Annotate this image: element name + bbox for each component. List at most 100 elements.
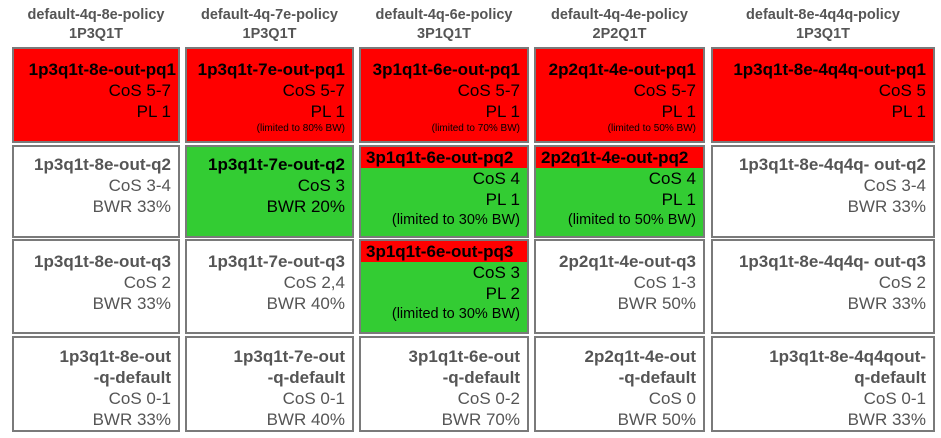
- queue-cos: CoS 0: [648, 389, 696, 408]
- queue-cos: CoS 0-1: [863, 389, 926, 408]
- queue-limit: (limited to 70% BW): [431, 123, 520, 134]
- queue-bwr: BWR 20%: [266, 197, 345, 216]
- queue-name: 1p3q1t-7e-out: [233, 347, 345, 366]
- queue-pl: PL 1: [485, 190, 520, 209]
- queue-cell-q2: 1p3q1t-7e-out-q2 CoS 3 BWR 20%: [185, 145, 354, 238]
- queue-bwr: BWR 50%: [617, 410, 696, 429]
- queue-cos: CoS 1-3: [633, 273, 696, 292]
- queue-name: 3p1q1t-6e-out-pq1: [372, 60, 520, 79]
- queue-cos: CoS 2: [878, 273, 926, 292]
- queue-cos: CoS 2,4: [283, 273, 345, 292]
- queue-cos: CoS 0-1: [282, 389, 345, 408]
- queue-cell-pq3: 3p1q1t-6e-out-pq3 CoS 3 PL 2 (limited to…: [359, 239, 529, 334]
- policy-name: default-4q-4e-policy: [551, 7, 688, 23]
- queue-name: 1p3q1t-8e-out: [59, 347, 171, 366]
- queue-name: 1p3q1t-8e-4q4qout-: [769, 347, 926, 366]
- queue-cell-q3: 2p2q1t-4e-out-q3 CoS 1-3 BWR 50%: [534, 239, 705, 334]
- queue-bwr: BWR 70%: [441, 410, 520, 429]
- queue-pl: PL 2: [485, 284, 520, 303]
- queue-cos: CoS 5-7: [457, 81, 520, 100]
- queue-cos: CoS 5-7: [633, 81, 696, 100]
- queue-bwr: BWR 33%: [847, 197, 926, 216]
- policy-header: default-8e-4q4q-policy 1P3Q1T: [711, 6, 935, 44]
- policy-header: default-4q-8e-policy 1P3Q1T: [12, 6, 180, 44]
- queue-name: 2p2q1t-4e-out: [584, 347, 696, 366]
- queue-bwr: BWR 40%: [266, 410, 345, 429]
- queue-cos: CoS 3: [297, 176, 345, 195]
- policy-type: 1P3Q1T: [796, 26, 850, 42]
- queue-name: 1p3q1t-7e-out-q2: [208, 155, 345, 174]
- queue-name-cont: -q-default: [93, 368, 171, 387]
- queue-name: 3p1q1t-6e-out: [408, 347, 520, 366]
- queue-cos: CoS 4: [472, 169, 520, 188]
- queue-cell-default: 1p3q1t-8e-out -q-default CoS 0-1 BWR 33%: [12, 336, 180, 432]
- queue-limit: (limited to 50% BW): [607, 123, 696, 134]
- queue-pl: PL 1: [485, 102, 520, 121]
- queue-cell-pq2: 2p2q1t-4e-out-pq2 CoS 4 PL 1 (limited to…: [534, 145, 705, 238]
- queue-cell-default: 1p3q1t-8e-4q4qout- q-default CoS 0-1 BWR…: [711, 336, 935, 432]
- queue-cell-pq1: 3p1q1t-6e-out-pq1 CoS 5-7 PL 1 (limited …: [359, 47, 529, 143]
- policy-header: default-4q-6e-policy 3P1Q1T: [359, 6, 529, 44]
- queue-pl: PL 1: [310, 102, 345, 121]
- queue-cell-pq1: 1p3q1t-8e-4q4q-out-pq1 CoS 5 PL 1: [711, 47, 935, 143]
- queue-cell-pq2: 3p1q1t-6e-out-pq2 CoS 4 PL 1 (limited to…: [359, 145, 529, 238]
- queue-cell-q3: 1p3q1t-8e-4q4q- out-q3 CoS 2 BWR 33%: [711, 239, 935, 334]
- queue-name: 1p3q1t-7e-out-q3: [208, 252, 345, 271]
- queue-cos: CoS 5: [878, 81, 926, 100]
- queue-bwr: BWR 33%: [847, 410, 926, 429]
- queue-cos: CoS 2: [123, 273, 171, 292]
- policy-type: 3P1Q1T: [417, 26, 471, 42]
- policy-type: 2P2Q1T: [592, 26, 647, 42]
- queue-name: 2p2q1t-4e-out-pq1: [548, 60, 696, 79]
- queue-name: 3p1q1t-6e-out-pq3: [366, 242, 514, 261]
- queue-name: 1p3q1t-8e-4q4q- out-q2: [738, 155, 926, 174]
- queue-limit: (limited to 80% BW): [256, 123, 345, 134]
- queue-limit: (limited to 30% BW): [391, 306, 520, 322]
- queue-bwr: BWR 33%: [847, 294, 926, 313]
- queue-limit: (limited to 30% BW): [391, 212, 520, 228]
- queue-name: 2p2q1t-4e-out-pq2: [541, 148, 689, 167]
- queue-cell-q2: 1p3q1t-8e-out-q2 CoS 3-4 BWR 33%: [12, 145, 180, 238]
- queue-limit: (limited to 50% BW): [567, 212, 696, 228]
- queue-cell-default: 1p3q1t-7e-out -q-default CoS 0-1 BWR 40%: [185, 336, 354, 432]
- queue-bwr: BWR 33%: [92, 410, 171, 429]
- queue-pl: PL 1: [891, 102, 926, 121]
- queue-pl: PL 1: [661, 190, 696, 209]
- queue-bwr: BWR 50%: [617, 294, 696, 313]
- queue-name: 2p2q1t-4e-out-q3: [559, 252, 696, 271]
- queue-bwr: BWR 33%: [92, 197, 171, 216]
- queue-cos: CoS 0-2: [457, 389, 520, 408]
- policy-type: 1P3Q1T: [242, 26, 297, 42]
- queue-cos: CoS 0-1: [108, 389, 171, 408]
- policy-name: default-4q-6e-policy: [375, 7, 513, 23]
- queue-cos: CoS 4: [648, 169, 696, 188]
- queue-bwr: BWR 33%: [92, 294, 171, 313]
- queue-cos: CoS 3-4: [863, 176, 926, 195]
- queue-bwr: BWR 40%: [266, 294, 345, 313]
- policy-name: default-4q-7e-policy: [201, 7, 338, 23]
- policy-name: default-4q-8e-policy: [27, 7, 165, 23]
- policy-header: default-4q-7e-policy 1P3Q1T: [185, 6, 354, 44]
- queue-name: 1p3q1t-8e-out-q3: [34, 252, 171, 271]
- queue-pl: PL 1: [661, 102, 696, 121]
- queue-cos: CoS 5-7: [108, 81, 171, 100]
- queue-name-cont: q-default: [854, 368, 926, 387]
- policy-type: 1P3Q1T: [69, 26, 123, 42]
- queue-name: 1p3q1t-8e-4q4q- out-q3: [738, 252, 926, 271]
- policy-header: default-4q-4e-policy 2P2Q1T: [534, 6, 705, 44]
- queue-name: 1p3q1t-8e-out-pq1: [28, 60, 176, 79]
- queue-cos: CoS 3: [472, 263, 520, 282]
- queue-cell-q3: 1p3q1t-8e-out-q3 CoS 2 BWR 33%: [12, 239, 180, 334]
- queue-name-cont: -q-default: [442, 368, 520, 387]
- queue-name: 1p3q1t-8e-4q4q-out-pq1: [733, 60, 926, 79]
- queue-name-cont: -q-default: [618, 368, 696, 387]
- queue-cos: CoS 5-7: [282, 81, 345, 100]
- policy-name: default-8e-4q4q-policy: [746, 7, 900, 23]
- queue-name: 1p3q1t-7e-out-pq1: [197, 60, 345, 79]
- queue-pl: PL 1: [136, 102, 171, 121]
- queue-name-bar: 3p1q1t-6e-out-pq3: [361, 241, 527, 262]
- queue-cell-default: 3p1q1t-6e-out -q-default CoS 0-2 BWR 70%: [359, 336, 529, 432]
- queue-cos: CoS 3-4: [108, 176, 171, 195]
- queue-name-bar: 2p2q1t-4e-out-pq2: [536, 147, 703, 168]
- queue-cell-default: 2p2q1t-4e-out -q-default CoS 0 BWR 50%: [534, 336, 705, 432]
